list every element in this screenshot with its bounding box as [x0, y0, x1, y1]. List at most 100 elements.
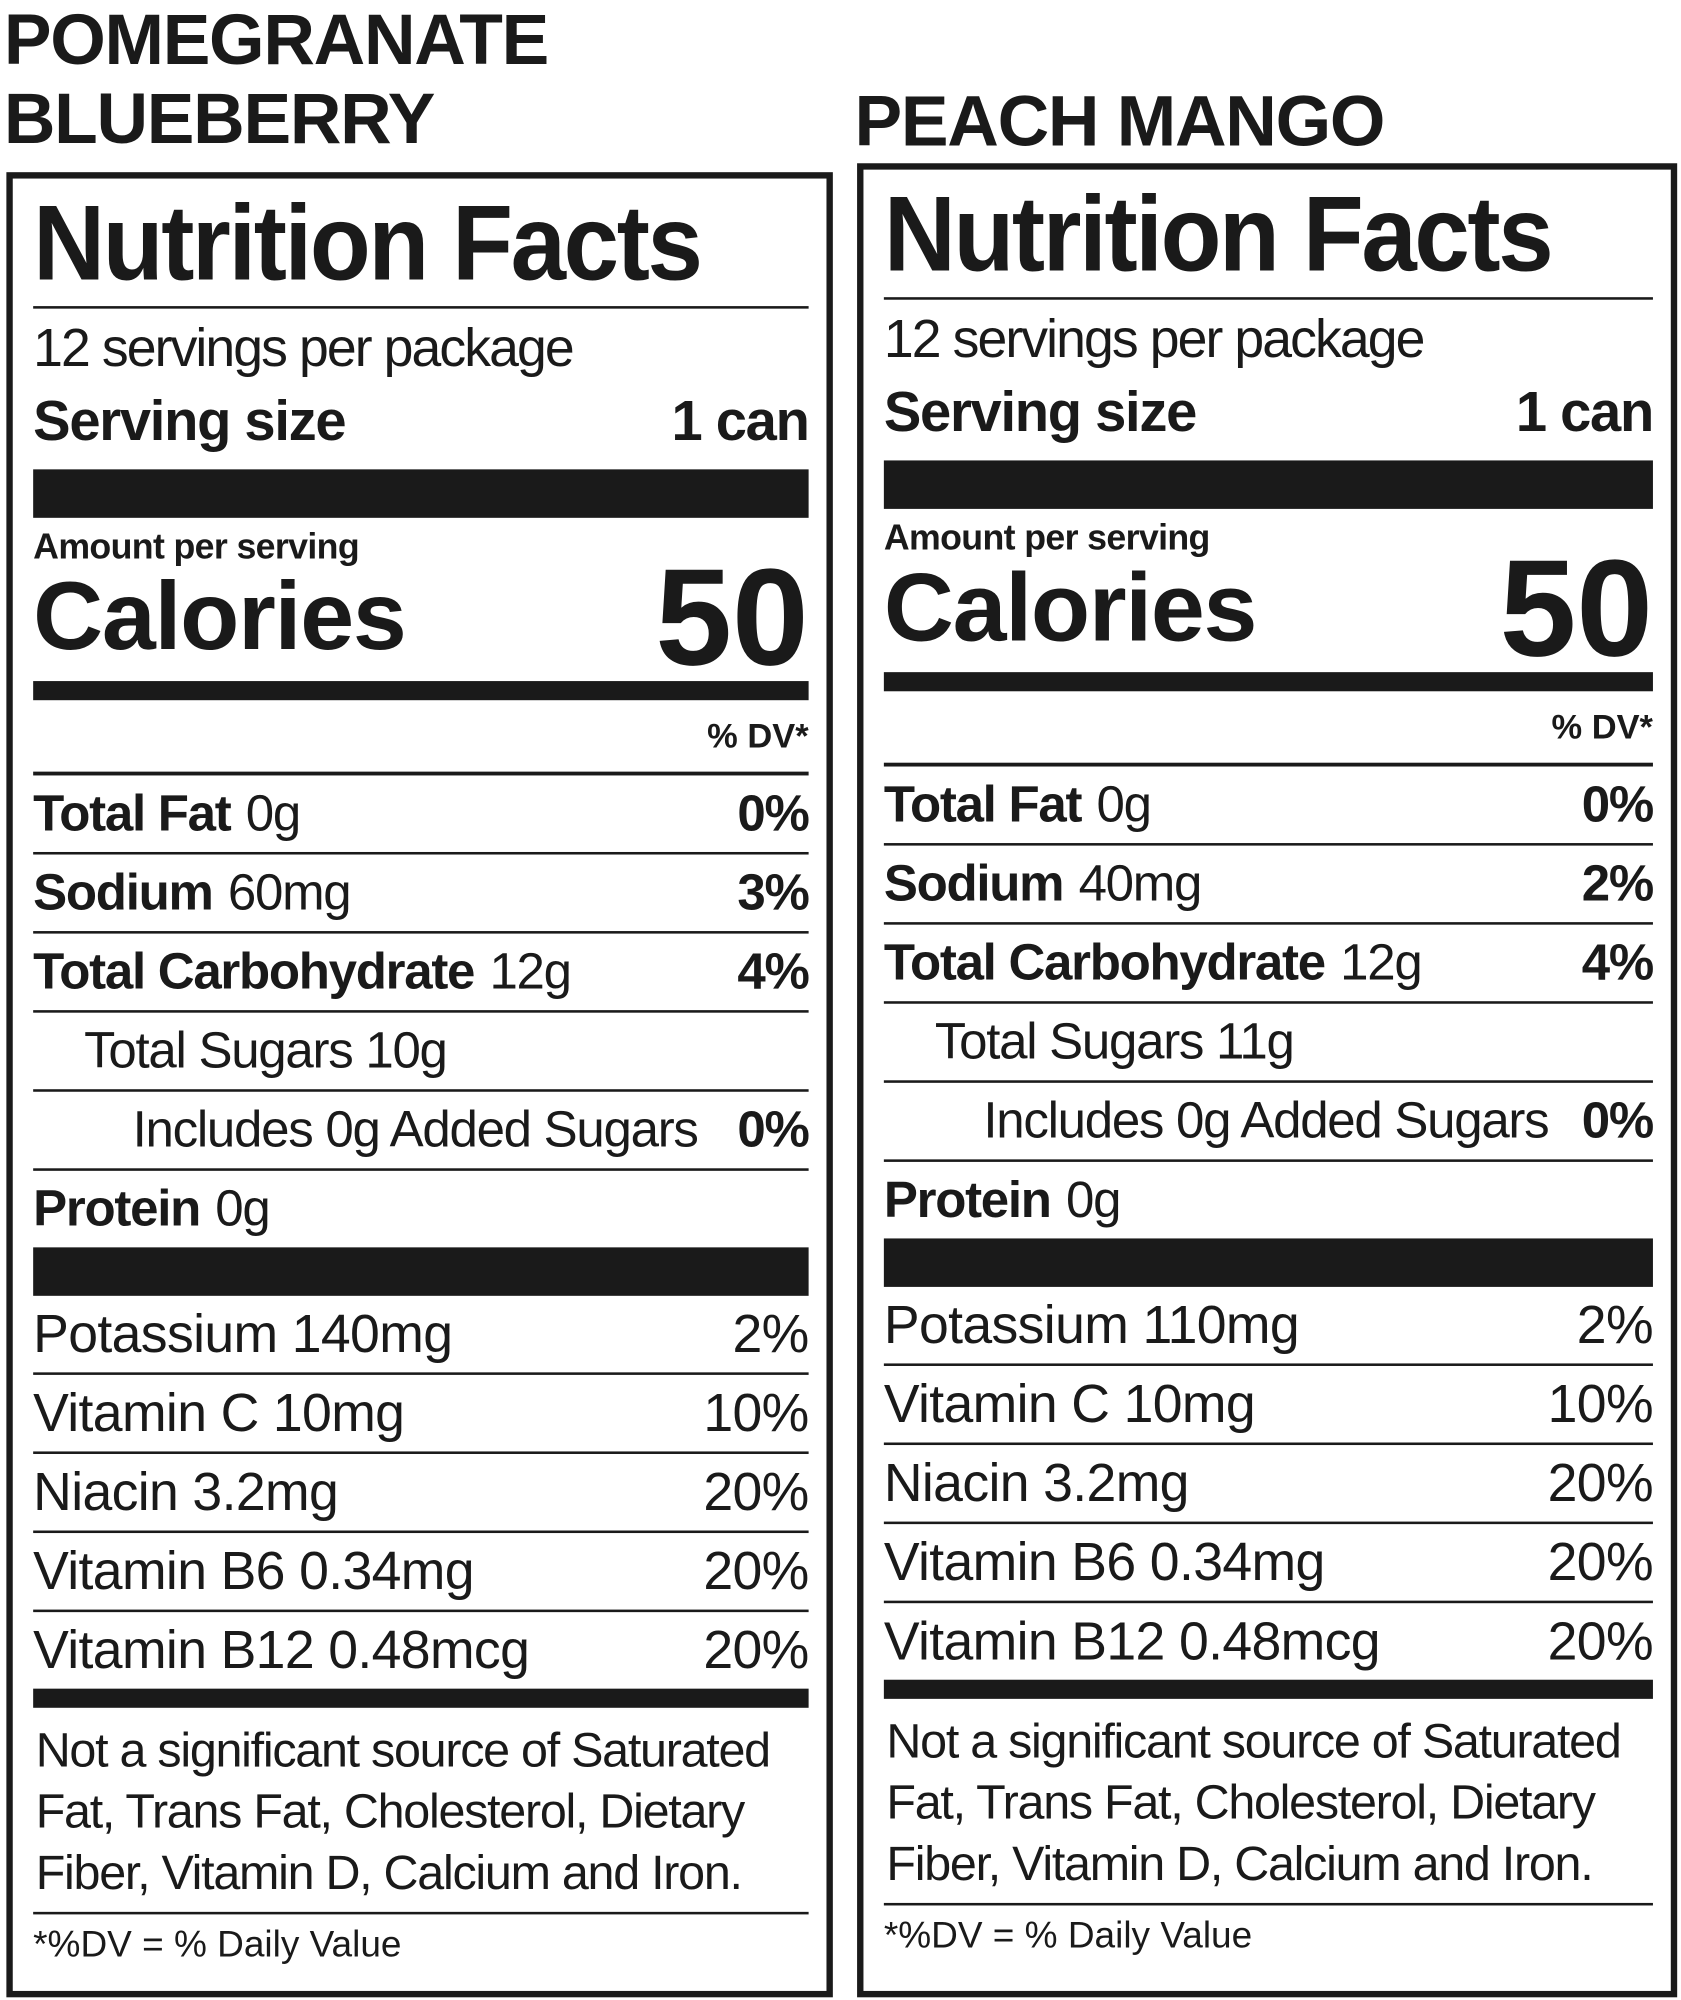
nutrient-name: Total Carbohydrate [33, 943, 475, 1000]
nutrient: Total Carbohydrate 12g [884, 925, 1423, 1002]
vitamin-dv: 20% [1547, 1452, 1654, 1513]
vitamin-dv: 10% [703, 1382, 809, 1443]
vitamin-dv: 10% [1547, 1373, 1654, 1434]
calories-row: Calories 50 [883, 530, 1653, 685]
vitamin-name: Vitamin B12 0.48mcg [883, 1610, 1381, 1671]
serving-size: 1 can [1515, 381, 1654, 444]
nutrient: Sodium 40mg [883, 846, 1203, 923]
thick-bar [33, 1247, 809, 1296]
nutrient-dv: 0% [1581, 776, 1654, 833]
vitamin-row: Vitamin C 10mg 10% [883, 1363, 1654, 1442]
vitamin-dv: 20% [703, 1619, 809, 1680]
sugars-row: Total Sugars 11g [883, 1001, 1653, 1080]
vitamin-row: Vitamin B12 0.48mcg 20% [883, 1600, 1654, 1680]
amount-label: Amount per serving [883, 517, 1210, 558]
vitamin-name: Vitamin B12 0.48mcg [33, 1619, 530, 1680]
vitamin-name: Vitamin C 10mg [883, 1373, 1256, 1434]
footnote: Not a significant source of Saturated Fa… [35, 1724, 771, 1901]
servings: 12 servings per package [33, 317, 575, 378]
nutrition-panel: Nutrition Facts 12 servings per package Se… [6, 172, 833, 1998]
nutrient: Total Carbohydrate 12g [33, 934, 572, 1011]
nutrient-dv: 0% [737, 785, 809, 842]
vitamin-dv: 2% [732, 1303, 809, 1364]
protein-amount: 0g [215, 1181, 270, 1238]
protein-amount: 0g [1065, 1172, 1121, 1229]
added-sugars-dv: 0% [1581, 1093, 1654, 1150]
calories-label: Calories [883, 553, 1258, 662]
added-sugars-row: Includes 0g Added Sugars 0% [883, 1080, 1654, 1159]
dv-header-row: % DV* [33, 700, 808, 771]
calories-row: Calories 50 [33, 539, 809, 694]
calories-label: Calories [33, 562, 407, 671]
protein-name: Protein [33, 1181, 201, 1238]
nutrient-name: Sodium [33, 864, 214, 921]
vitamin-row: Vitamin B6 0.34mg 20% [33, 1530, 809, 1610]
dv-header: % DV* [1551, 707, 1653, 747]
thick-bar [33, 469, 809, 518]
vitamin-dv: 20% [703, 1461, 809, 1522]
nutrient-amount: 0g [245, 785, 301, 842]
rule [33, 771, 809, 776]
dv-header: % DV* [707, 716, 809, 756]
nutrient-dv: 4% [737, 943, 809, 1000]
nutrient-name: Sodium [883, 855, 1065, 912]
nutrient-row: Total Carbohydrate 12g 4% [883, 922, 1654, 1002]
nutrient-dv: 3% [737, 864, 809, 921]
nutrition-panel: Nutrition Facts 12 servings per package Se… [857, 163, 1678, 1998]
nutrient-dv: 2% [1581, 855, 1654, 912]
medium-bar [883, 1679, 1653, 1699]
dv-header-row: % DV* [884, 691, 1653, 762]
nutrient-amount: 0g [1096, 776, 1151, 833]
vitamin-row: Potassium 110mg 2% [884, 1287, 1654, 1364]
nutrient: Total Fat 0g [33, 775, 301, 852]
nutrient: Total Fat 0g [883, 767, 1152, 844]
vitamin-name: Potassium 140mg [33, 1303, 453, 1364]
protein-row: Protein 0g [33, 1168, 809, 1248]
vitamin-row: Vitamin B6 0.34mg 20% [883, 1521, 1654, 1601]
product-line: PEACH MANGO [854, 80, 1386, 161]
serving-size-label: Serving size [33, 390, 346, 453]
footnote: Not a significant source of Saturated Fa… [886, 1715, 1621, 1892]
amount-label: Amount per serving [33, 526, 360, 567]
nutrient-dv: 4% [1581, 934, 1654, 992]
calories-value: 50 [655, 539, 809, 694]
product-name: POMEGRANATE BLUEBERRY [3, 0, 549, 159]
nutrient-row: Total Carbohydrate 12g 4% [33, 931, 810, 1011]
protein: Protein 0g [33, 1171, 271, 1248]
added-sugars: Includes 0g Added Sugars [983, 1093, 1549, 1150]
nutrient-amount: 12g [489, 943, 572, 1000]
product-line: BLUEBERRY [3, 77, 436, 159]
nutrient-name: Total Fat [33, 785, 232, 842]
vitamin-name: Niacin 3.2mg [883, 1452, 1190, 1513]
label-title: Nutrition Facts [883, 173, 1554, 294]
product-name: PEACH MANGO [854, 80, 1386, 161]
sugars-row: Total Sugars 10g [33, 1010, 809, 1089]
vitamin-dv: 20% [1547, 1610, 1654, 1671]
nutrient-amount: 12g [1340, 934, 1423, 992]
nutrient-amount: 40mg [1078, 855, 1203, 912]
protein: Protein 0g [883, 1162, 1122, 1239]
calories-value: 50 [1499, 530, 1653, 685]
protein-row: Protein 0g [883, 1159, 1653, 1239]
nutrient-name: Total Fat [883, 776, 1083, 833]
serving-size-row: Serving size 1 can [884, 379, 1654, 448]
medium-bar [33, 1688, 809, 1708]
rule [883, 762, 1653, 767]
medium-bar [883, 672, 1653, 692]
vitamin-name: Vitamin C 10mg [33, 1382, 405, 1443]
protein-name: Protein [883, 1172, 1052, 1229]
nutrient-row: Total Fat 0g 0% [33, 775, 810, 852]
rule [33, 306, 809, 309]
nutrient-row: Sodium 40mg 2% [883, 843, 1654, 923]
sugars: Total Sugars 10g [84, 1022, 448, 1080]
nutrient: Sodium 60mg [33, 855, 352, 932]
added-sugars-dv: 0% [737, 1101, 809, 1159]
nutrient-amount: 60mg [227, 864, 352, 921]
dv-note: *%DV = % Daily Value [33, 1911, 809, 1976]
rule [883, 297, 1653, 300]
label-title: Nutrition Facts [33, 182, 703, 303]
added-sugars-row: Includes 0g Added Sugars 0% [33, 1089, 810, 1168]
vitamin-row: Potassium 140mg 2% [33, 1296, 809, 1373]
vitamin-name: Niacin 3.2mg [33, 1461, 339, 1522]
